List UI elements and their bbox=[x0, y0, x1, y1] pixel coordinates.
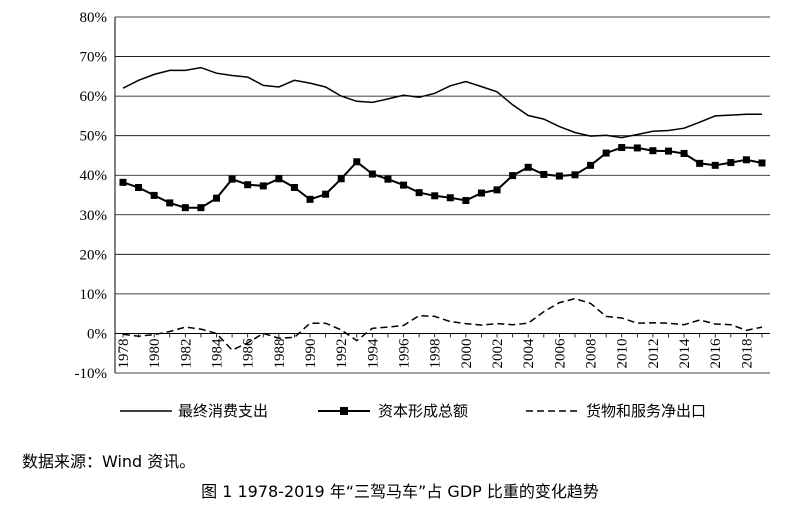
data-point-capital bbox=[680, 149, 688, 157]
y-tick-label: 80% bbox=[80, 10, 108, 26]
data-point-capital bbox=[400, 181, 408, 189]
data-point-capital bbox=[477, 189, 485, 197]
x-tick-label: 1984 bbox=[210, 338, 226, 369]
data-point-capital bbox=[602, 149, 610, 157]
data-point-capital bbox=[337, 175, 345, 183]
data-point-capital bbox=[571, 171, 579, 179]
series-line-consumption bbox=[122, 66, 762, 139]
y-tick-label: 10% bbox=[80, 287, 108, 303]
data-point-capital bbox=[524, 163, 532, 171]
x-tick-label: 2014 bbox=[677, 338, 693, 369]
y-tick-label: -10% bbox=[75, 366, 108, 382]
data-point-capital bbox=[275, 175, 283, 183]
data-point-capital bbox=[150, 191, 158, 199]
data-point-capital bbox=[727, 159, 735, 167]
legend-marker-capital bbox=[340, 407, 348, 415]
x-tick-label: 2018 bbox=[739, 338, 755, 368]
data-point-capital bbox=[135, 183, 143, 191]
x-tick-label: 1996 bbox=[397, 338, 413, 369]
data-point-capital bbox=[197, 204, 205, 212]
data-point-capital bbox=[322, 190, 330, 198]
axes bbox=[114, 17, 770, 373]
y-tick-label: 0% bbox=[87, 326, 107, 342]
data-point-capital bbox=[119, 178, 127, 186]
legend-label-capital: 资本形成总额 bbox=[378, 402, 468, 420]
data-point-capital bbox=[664, 147, 672, 155]
x-tick-label: 2004 bbox=[521, 338, 537, 369]
x-tick-label: 1990 bbox=[303, 338, 319, 368]
x-tick-label: 2000 bbox=[459, 338, 475, 368]
data-point-capital bbox=[353, 158, 361, 166]
chart-title: 图 1 1978-2019 年“三驾马车”占 GDP 比重的变化趋势 bbox=[201, 482, 599, 501]
legend: 最终消费支出 资本形成总额 货物和服务净出口 bbox=[120, 402, 706, 420]
x-tick-label: 1988 bbox=[272, 338, 288, 368]
data-point-capital bbox=[290, 183, 298, 191]
y-tick-label: 60% bbox=[80, 89, 108, 105]
series-line-net-exports bbox=[122, 297, 763, 352]
x-tick-label: 2010 bbox=[615, 338, 631, 368]
y-tick-label: 70% bbox=[80, 50, 108, 66]
data-point-capital bbox=[633, 144, 641, 152]
data-point-capital bbox=[446, 194, 454, 202]
legend-label-net-exports: 货物和服务净出口 bbox=[586, 402, 706, 420]
line-chart: -10%0%10%20%30%40%50%60%70%80% 1978 1980 1… bbox=[75, 10, 770, 382]
x-tick-label: 2002 bbox=[490, 338, 506, 368]
y-tick-labels: -10% 0% 10% 20% 30% 40% 50% 60% 70% 80% bbox=[75, 10, 108, 382]
data-point-capital bbox=[213, 194, 221, 202]
data-point-capital bbox=[758, 159, 766, 167]
data-point-capital bbox=[259, 182, 267, 190]
x-tick-label: 1994 bbox=[365, 338, 381, 369]
y-tick-label: 50% bbox=[80, 129, 108, 145]
data-point-capital bbox=[711, 161, 719, 169]
x-tick-label: 1980 bbox=[147, 338, 163, 368]
data-point-capital bbox=[540, 170, 548, 178]
data-point-capital bbox=[587, 161, 595, 169]
x-tick-label: 2008 bbox=[584, 338, 600, 368]
data-point-capital bbox=[431, 192, 439, 200]
data-point-capital bbox=[649, 147, 657, 155]
data-point-capital bbox=[742, 156, 750, 164]
data-point-capital bbox=[166, 199, 174, 207]
data-point-capital bbox=[509, 172, 517, 180]
x-tick-label: 1998 bbox=[428, 338, 444, 368]
x-tick-labels: 1978 1980 1982 1984 1986 1988 1990 1992 1994 1996… bbox=[116, 338, 755, 369]
data-point-capital bbox=[384, 175, 392, 183]
series-lines bbox=[119, 66, 766, 352]
data-point-capital bbox=[228, 175, 236, 183]
x-tick-label: 1986 bbox=[241, 338, 257, 369]
x-tick-label: 2016 bbox=[708, 338, 724, 369]
source-note: 数据来源：Wind 资讯。 bbox=[22, 452, 196, 471]
data-point-capital bbox=[181, 204, 189, 212]
data-point-capital bbox=[368, 170, 376, 178]
data-point-capital bbox=[415, 189, 423, 197]
x-tick-label: 2012 bbox=[646, 338, 662, 368]
data-point-capital bbox=[306, 195, 314, 203]
legend-label-consumption: 最终消费支出 bbox=[178, 402, 268, 420]
data-point-capital bbox=[462, 197, 470, 205]
x-tick-label: 1978 bbox=[116, 338, 132, 368]
x-tick-label: 1992 bbox=[334, 338, 350, 368]
y-tick-label: 20% bbox=[80, 247, 108, 263]
y-tick-label: 30% bbox=[80, 208, 108, 224]
x-tick-label: 1982 bbox=[178, 338, 194, 368]
x-tick-label: 2006 bbox=[552, 338, 568, 369]
data-point-capital bbox=[493, 186, 501, 194]
y-tick-label: 40% bbox=[80, 168, 108, 184]
data-point-capital bbox=[244, 181, 252, 189]
data-point-capital bbox=[618, 144, 626, 152]
data-point-capital bbox=[696, 159, 704, 167]
data-point-capital bbox=[555, 172, 563, 180]
